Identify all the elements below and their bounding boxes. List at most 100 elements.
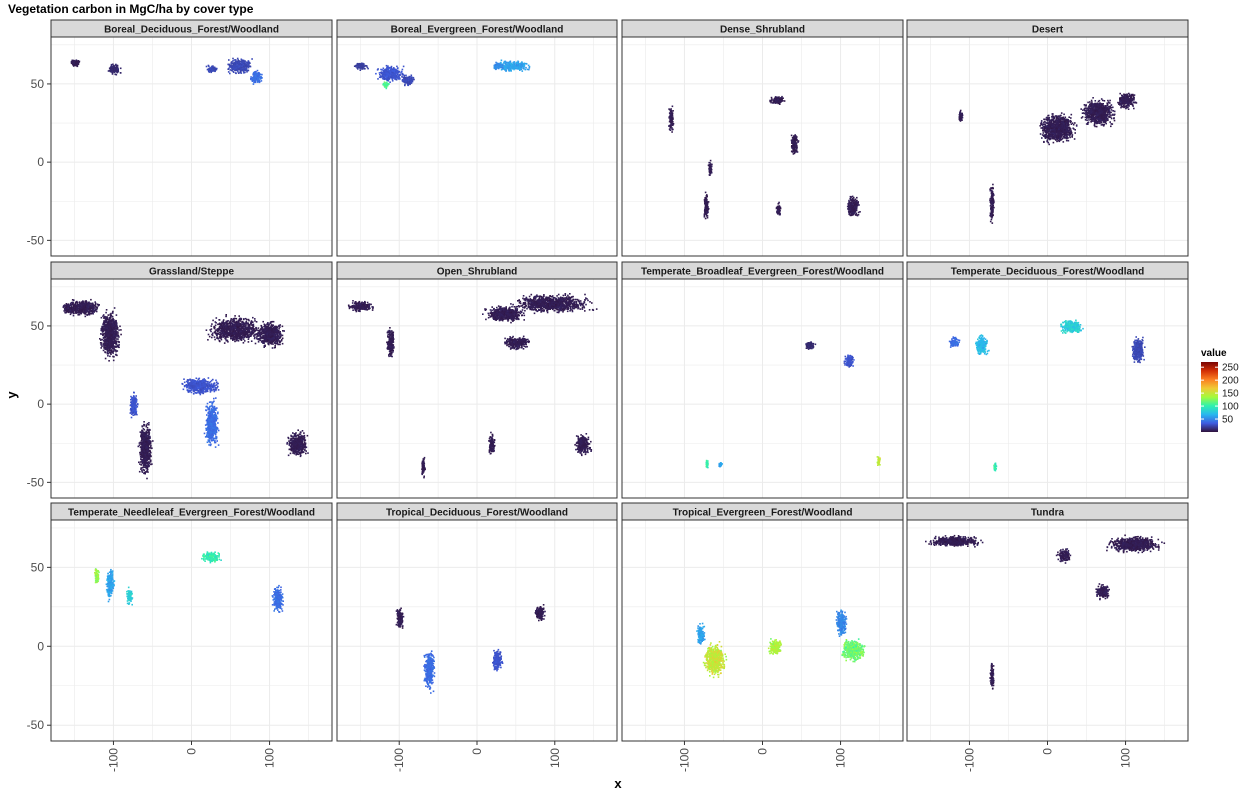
raster-cell <box>406 80 408 82</box>
raster-cell <box>1102 100 1104 102</box>
raster-cell <box>1066 119 1068 121</box>
raster-cell <box>1045 130 1047 132</box>
raster-cell <box>1097 122 1099 124</box>
raster-cell <box>709 174 711 176</box>
raster-cell <box>367 67 369 69</box>
raster-cell <box>1093 112 1095 114</box>
raster-cell <box>396 73 398 75</box>
raster-cell <box>112 64 114 66</box>
raster-cell <box>1124 100 1126 102</box>
raster-cell <box>992 204 994 206</box>
raster-cell <box>1068 116 1070 118</box>
raster-cell <box>777 99 779 101</box>
raster-cell <box>1052 129 1054 131</box>
raster-cell <box>1041 137 1043 139</box>
raster-cell <box>671 123 673 125</box>
raster-cell <box>991 193 993 195</box>
raster-cell <box>858 214 860 216</box>
raster-cell <box>384 81 386 83</box>
raster-cell <box>1064 129 1066 131</box>
raster-cell <box>1099 100 1101 102</box>
raster-cell <box>1121 104 1123 106</box>
raster-cell <box>777 206 779 208</box>
raster-cell <box>113 65 115 67</box>
raster-cell <box>1060 126 1062 128</box>
raster-cell <box>1050 129 1052 131</box>
facet-label: Grassland/Steppe <box>149 267 234 278</box>
raster-cell <box>1105 123 1107 125</box>
raster-cell <box>672 110 674 112</box>
raster-cell <box>393 73 395 75</box>
raster-cell <box>1088 119 1090 121</box>
raster-cell <box>1132 104 1134 106</box>
raster-cell <box>1048 144 1050 146</box>
raster-cell <box>769 100 771 102</box>
raster-cell <box>1057 139 1059 141</box>
raster-cell <box>213 67 215 69</box>
raster-cell <box>992 210 994 212</box>
raster-cell <box>522 70 524 72</box>
raster-cell <box>960 117 962 119</box>
facet-panel: Desert <box>907 20 1188 256</box>
raster-cell <box>501 60 503 62</box>
raster-cell <box>1061 122 1063 124</box>
raster-cell <box>852 210 854 212</box>
raster-cell <box>1055 139 1057 141</box>
raster-cell <box>1094 126 1096 128</box>
raster-cell <box>1128 93 1130 95</box>
raster-cell <box>243 64 245 66</box>
raster-cell <box>514 63 516 65</box>
raster-cell <box>1107 105 1109 107</box>
raster-cell <box>992 188 994 190</box>
raster-cell <box>255 79 257 81</box>
raster-cell <box>1071 132 1073 134</box>
raster-cell <box>260 78 262 80</box>
raster-cell <box>382 78 384 80</box>
raster-cell <box>1043 119 1045 121</box>
raster-cell <box>525 67 527 69</box>
raster-cell <box>502 64 504 66</box>
raster-cell <box>991 200 993 202</box>
raster-cell <box>74 60 76 62</box>
raster-cell <box>113 70 115 72</box>
raster-cell <box>1074 138 1076 140</box>
raster-cell <box>1066 129 1068 131</box>
raster-cell <box>851 213 853 215</box>
raster-cell <box>1073 128 1075 130</box>
raster-cell <box>529 66 531 68</box>
raster-cell <box>1060 120 1062 122</box>
raster-cell <box>1071 136 1073 138</box>
raster-cell <box>1074 129 1076 131</box>
raster-cell <box>231 70 233 72</box>
raster-cell <box>853 208 855 210</box>
facet-panel: Dense_Shrubland <box>622 20 903 256</box>
raster-cell <box>355 66 357 68</box>
raster-cell <box>510 68 512 70</box>
raster-cell <box>1059 116 1061 118</box>
raster-cell <box>853 197 855 199</box>
raster-cell <box>72 60 74 62</box>
raster-cell <box>1067 134 1069 136</box>
raster-cell <box>358 67 360 69</box>
raster-cell <box>232 63 234 65</box>
raster-cell <box>1054 136 1056 138</box>
facet-label: Boreal_Evergreen_Forest/Woodland <box>391 25 564 36</box>
raster-cell <box>254 81 256 83</box>
raster-cell <box>250 78 252 80</box>
raster-cell <box>1100 114 1102 116</box>
raster-cell <box>1109 121 1111 123</box>
raster-cell <box>527 69 529 71</box>
raster-cell <box>215 69 217 71</box>
raster-cell <box>1074 132 1076 134</box>
raster-cell <box>1101 118 1103 120</box>
raster-cell <box>1107 118 1109 120</box>
raster-cell <box>1101 98 1103 100</box>
raster-cell <box>1060 115 1062 117</box>
raster-cell <box>771 97 773 99</box>
raster-cell <box>403 66 405 68</box>
raster-cell <box>775 100 777 102</box>
raster-cell <box>798 140 800 142</box>
raster-cell <box>711 172 713 174</box>
raster-cell <box>502 67 504 69</box>
